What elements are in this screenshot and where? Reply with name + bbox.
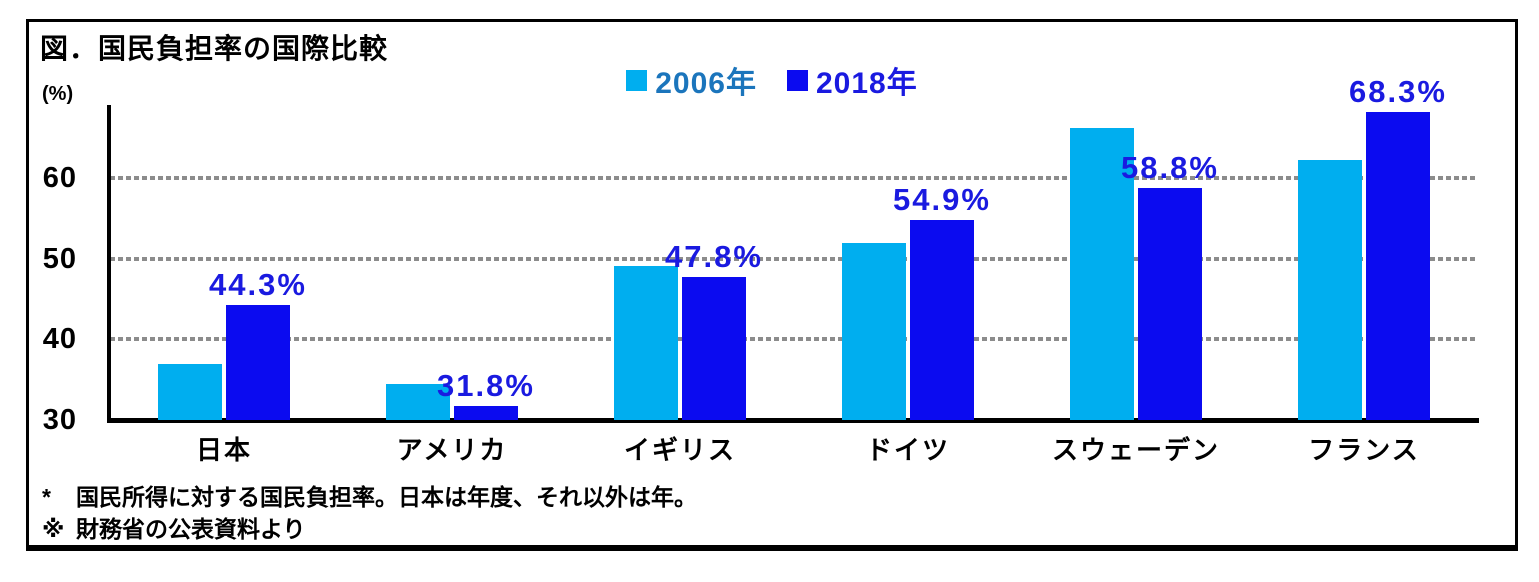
category-label-france: フランス bbox=[1308, 435, 1420, 465]
y-tick-60: 60 bbox=[42, 162, 77, 195]
y-tick-40: 40 bbox=[42, 323, 77, 356]
category-label-usa: アメリカ bbox=[396, 435, 508, 465]
category-label-sweden: スウェーデン bbox=[1051, 435, 1220, 465]
gridline-40 bbox=[110, 337, 1478, 342]
footnote-text: 財務省の公表資料より bbox=[76, 516, 306, 542]
footnote-marker: ※ bbox=[42, 516, 65, 542]
bar-2018-germany bbox=[910, 219, 974, 420]
footnote-source: ※ 財務省の公表資料より bbox=[38, 513, 697, 545]
value-label-sweden: 58.8% bbox=[1121, 150, 1219, 186]
bar-2018-sweden bbox=[1138, 188, 1202, 420]
value-label-uk: 47.8% bbox=[665, 238, 763, 274]
bar-2006-sweden bbox=[1070, 127, 1134, 420]
bar-2006-uk bbox=[614, 266, 678, 420]
plot-area: 30 40 50 60 44.3% 日本 31.8% アメリカ 47.8% イギリス 54.9% ドイ… bbox=[29, 22, 1515, 545]
category-label-japan: 日本 bbox=[195, 435, 252, 465]
y-tick-30: 30 bbox=[42, 404, 77, 436]
bar-2006-japan bbox=[158, 363, 222, 420]
bar-2018-usa bbox=[454, 405, 518, 420]
bar-2018-japan bbox=[226, 304, 290, 420]
gridline-50 bbox=[110, 256, 1478, 261]
value-label-france: 68.3% bbox=[1349, 73, 1447, 109]
footnote-text: 国民所得に対する国民負担率。日本は年度、それ以外は年。 bbox=[76, 484, 697, 510]
bar-2018-france bbox=[1366, 111, 1430, 420]
y-tick-50: 50 bbox=[42, 242, 77, 275]
category-label-germany: ドイツ bbox=[865, 435, 950, 465]
gridline-60 bbox=[110, 176, 1478, 181]
chart-frame: 図．国民負担率の国際比較 (%) 2006年 2018年 30 40 50 60 44.… bbox=[26, 19, 1518, 551]
bar-2006-germany bbox=[842, 242, 906, 420]
chart-title: 図．国民負担率の国際比較 bbox=[40, 33, 389, 64]
footnotes: * 国民所得に対する国民負担率。日本は年度、それ以外は年。 ※ 財務省の公表資料… bbox=[38, 481, 697, 545]
x-axis-line bbox=[107, 418, 1479, 423]
value-label-japan: 44.3% bbox=[209, 266, 307, 302]
bar-2018-uk bbox=[682, 276, 746, 420]
bar-2006-usa bbox=[386, 383, 450, 420]
category-label-uk: イギリス bbox=[623, 435, 736, 465]
value-label-germany: 54.9% bbox=[893, 181, 991, 217]
footnote-definition: * 国民所得に対する国民負担率。日本は年度、それ以外は年。 bbox=[38, 481, 697, 513]
bar-2006-france bbox=[1298, 159, 1362, 420]
footnote-marker: * bbox=[42, 484, 51, 510]
y-axis-line bbox=[107, 105, 111, 422]
y-axis-unit-label: (%) bbox=[42, 83, 74, 105]
value-label-usa: 31.8% bbox=[437, 367, 535, 403]
